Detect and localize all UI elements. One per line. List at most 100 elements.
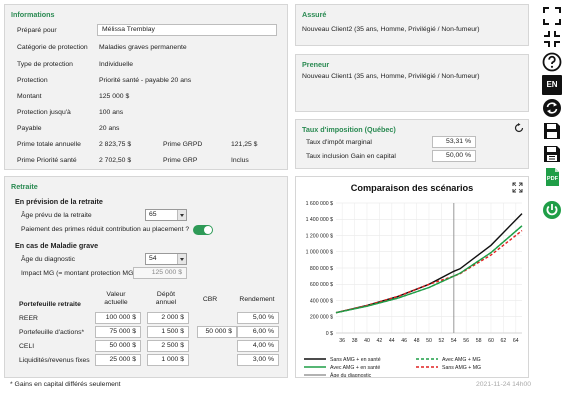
paiement-label: Paiement des primes réduit contribution …: [21, 226, 190, 233]
preneur-title: Preneur: [302, 60, 330, 69]
valeur-input[interactable]: 25 000 $: [95, 354, 141, 366]
x-tick-label: 38: [352, 338, 358, 344]
informations-panel: Informations Préparé pour Mélissa Trembl…: [4, 4, 288, 170]
y-tick-label: 800 000 $: [310, 266, 333, 272]
inclusion-input[interactable]: 50,00 %: [432, 150, 476, 162]
reset-icon[interactable]: [514, 123, 524, 133]
x-tick-label: 40: [364, 338, 370, 344]
power-icon[interactable]: [542, 200, 562, 220]
informations-title: Informations: [11, 10, 55, 19]
retraite-title: Retraite: [11, 182, 38, 191]
x-tick-label: 52: [439, 338, 445, 344]
col-valeur-header: Valeur actuelle: [104, 291, 128, 306]
language-en-icon[interactable]: EN: [542, 75, 562, 95]
save-as-icon[interactable]: [542, 144, 562, 164]
info-label: Montant: [17, 93, 42, 100]
info-value: Maladies graves permanente: [99, 44, 187, 51]
prime-totale-label: Prime totale annuelle: [17, 141, 81, 148]
legend-label: Sans AMG + en santé: [330, 357, 381, 363]
prepared-for-label: Préparé pour: [17, 27, 57, 34]
age-retraite-select[interactable]: 65: [145, 209, 187, 221]
valeur-input[interactable]: 50 000 $: [95, 340, 141, 352]
legend-label: Sans AMG + MG: [442, 365, 481, 371]
depot-input[interactable]: 1 500 $: [147, 326, 189, 338]
portfolio-label: CELI: [19, 343, 35, 350]
x-tick-label: 48: [414, 338, 420, 344]
rendement-input[interactable]: 5,00 %: [237, 312, 279, 324]
collapse-icon[interactable]: [542, 29, 562, 49]
depot-input[interactable]: 1 000 $: [147, 354, 189, 366]
age-retraite-value: 65: [149, 211, 157, 218]
rendement-input[interactable]: 4,00 %: [237, 340, 279, 352]
y-tick-label: 400 000 $: [310, 298, 333, 304]
info-label: Payable: [17, 125, 42, 132]
timestamp: 2021-11-24 14h00: [476, 381, 532, 388]
depot-input[interactable]: 2 500 $: [147, 340, 189, 352]
legend-label: Avec AMG + MG: [442, 357, 481, 363]
info-label: Catégorie de protection: [17, 44, 88, 51]
assure-panel: Assuré Nouveau Client2 (35 ans, Homme, P…: [295, 4, 529, 46]
help-icon[interactable]: [542, 52, 562, 72]
impact-label: Impact MG (= montant protection MG): [21, 270, 136, 277]
rendement-input[interactable]: 6,00 %: [237, 326, 279, 338]
cbr-input[interactable]: 50 000 $: [197, 326, 237, 338]
prime-grp-value: Inclus: [231, 157, 249, 164]
info-value: Priorité santé - payable 20 ans: [99, 77, 192, 84]
valeur-input[interactable]: 75 000 $: [95, 326, 141, 338]
info-value: 125 000 $: [99, 93, 130, 100]
age-retraite-label: Âge prévu de la retraite: [21, 212, 92, 219]
pdf-label: PDF: [546, 176, 559, 182]
prime-totale-value: 2 823,75 $: [99, 141, 132, 148]
y-tick-label: 200 000 $: [310, 315, 333, 321]
footnote: * Gains en capital différés seulement: [10, 381, 121, 388]
preneur-panel: Preneur Nouveau Client1 (35 ans, Homme, …: [295, 54, 529, 112]
col-rendement-header: Rendement: [239, 296, 275, 303]
depot-input[interactable]: 2 000 $: [147, 312, 189, 324]
fullscreen-icon[interactable]: [512, 182, 523, 193]
chevron-down-icon: [177, 210, 186, 220]
legend-label: Âge du diagnostic: [330, 372, 372, 377]
col-cbr-header: CBR: [202, 296, 218, 303]
marginal-input[interactable]: 53,31 %: [432, 136, 476, 148]
info-label: Protection jusqu'à: [17, 109, 71, 116]
rendement-input[interactable]: 3,00 %: [237, 354, 279, 366]
prepared-for-input[interactable]: Mélissa Tremblay: [97, 24, 277, 36]
prime-priorite-label: Prime Priorité santé: [17, 157, 77, 164]
info-value: 100 ans: [99, 109, 124, 116]
assure-title: Assuré: [302, 10, 327, 19]
marginal-label: Taux d'impôt marginal: [306, 139, 372, 146]
x-tick-label: 56: [463, 338, 469, 344]
chart-panel: Comparaison des scénarios 0 $ 200 000 $ 40…: [295, 176, 529, 378]
chevron-down-icon: [177, 254, 186, 264]
info-value: 20 ans: [99, 125, 120, 132]
prime-grpd-value: 121,25 $: [231, 141, 258, 148]
x-tick-label: 58: [476, 338, 482, 344]
refresh-icon[interactable]: [542, 98, 562, 118]
prevision-heading: En prévision de la retraite: [15, 197, 103, 206]
preneur-value[interactable]: Nouveau Client1 (35 ans, Homme, Privilég…: [302, 73, 480, 80]
pdf-icon[interactable]: PDF: [542, 167, 562, 187]
prime-priorite-value: 2 702,50 $: [99, 157, 132, 164]
x-tick-label: 60: [488, 338, 494, 344]
info-value: Individuelle: [99, 61, 134, 68]
paiement-toggle[interactable]: [193, 225, 213, 235]
x-tick-label: 36: [339, 338, 345, 344]
assure-value[interactable]: Nouveau Client2 (35 ans, Homme, Privilég…: [302, 26, 480, 33]
age-diag-select[interactable]: 54: [145, 253, 187, 265]
retraite-panel: Retraite En prévision de la retraite Âge…: [4, 176, 288, 378]
taux-panel: Taux d'imposition (Québec) Taux d'impôt …: [295, 119, 529, 169]
y-tick-label: 1 200 000 $: [306, 233, 334, 239]
info-label: Type de protection: [17, 61, 73, 68]
portfolio-label: REER: [19, 315, 38, 322]
legend-label: Avec AMG + en santé: [330, 365, 380, 371]
save-icon[interactable]: [542, 121, 562, 141]
taux-title: Taux d'imposition (Québec): [302, 125, 396, 134]
x-tick-label: 50: [426, 338, 432, 344]
valeur-input[interactable]: 100 000 $: [95, 312, 141, 324]
scenario-chart: 0 $ 200 000 $ 400 000 $ 600 000 $ 800 000 $ 1…: [304, 201, 523, 377]
maladie-heading: En cas de Maladie grave: [15, 241, 99, 250]
expand-icon[interactable]: [542, 6, 562, 26]
prime-grpd-label: Prime GRPD: [163, 141, 203, 148]
x-tick-label: 42: [377, 338, 383, 344]
language-label: EN: [546, 80, 558, 89]
